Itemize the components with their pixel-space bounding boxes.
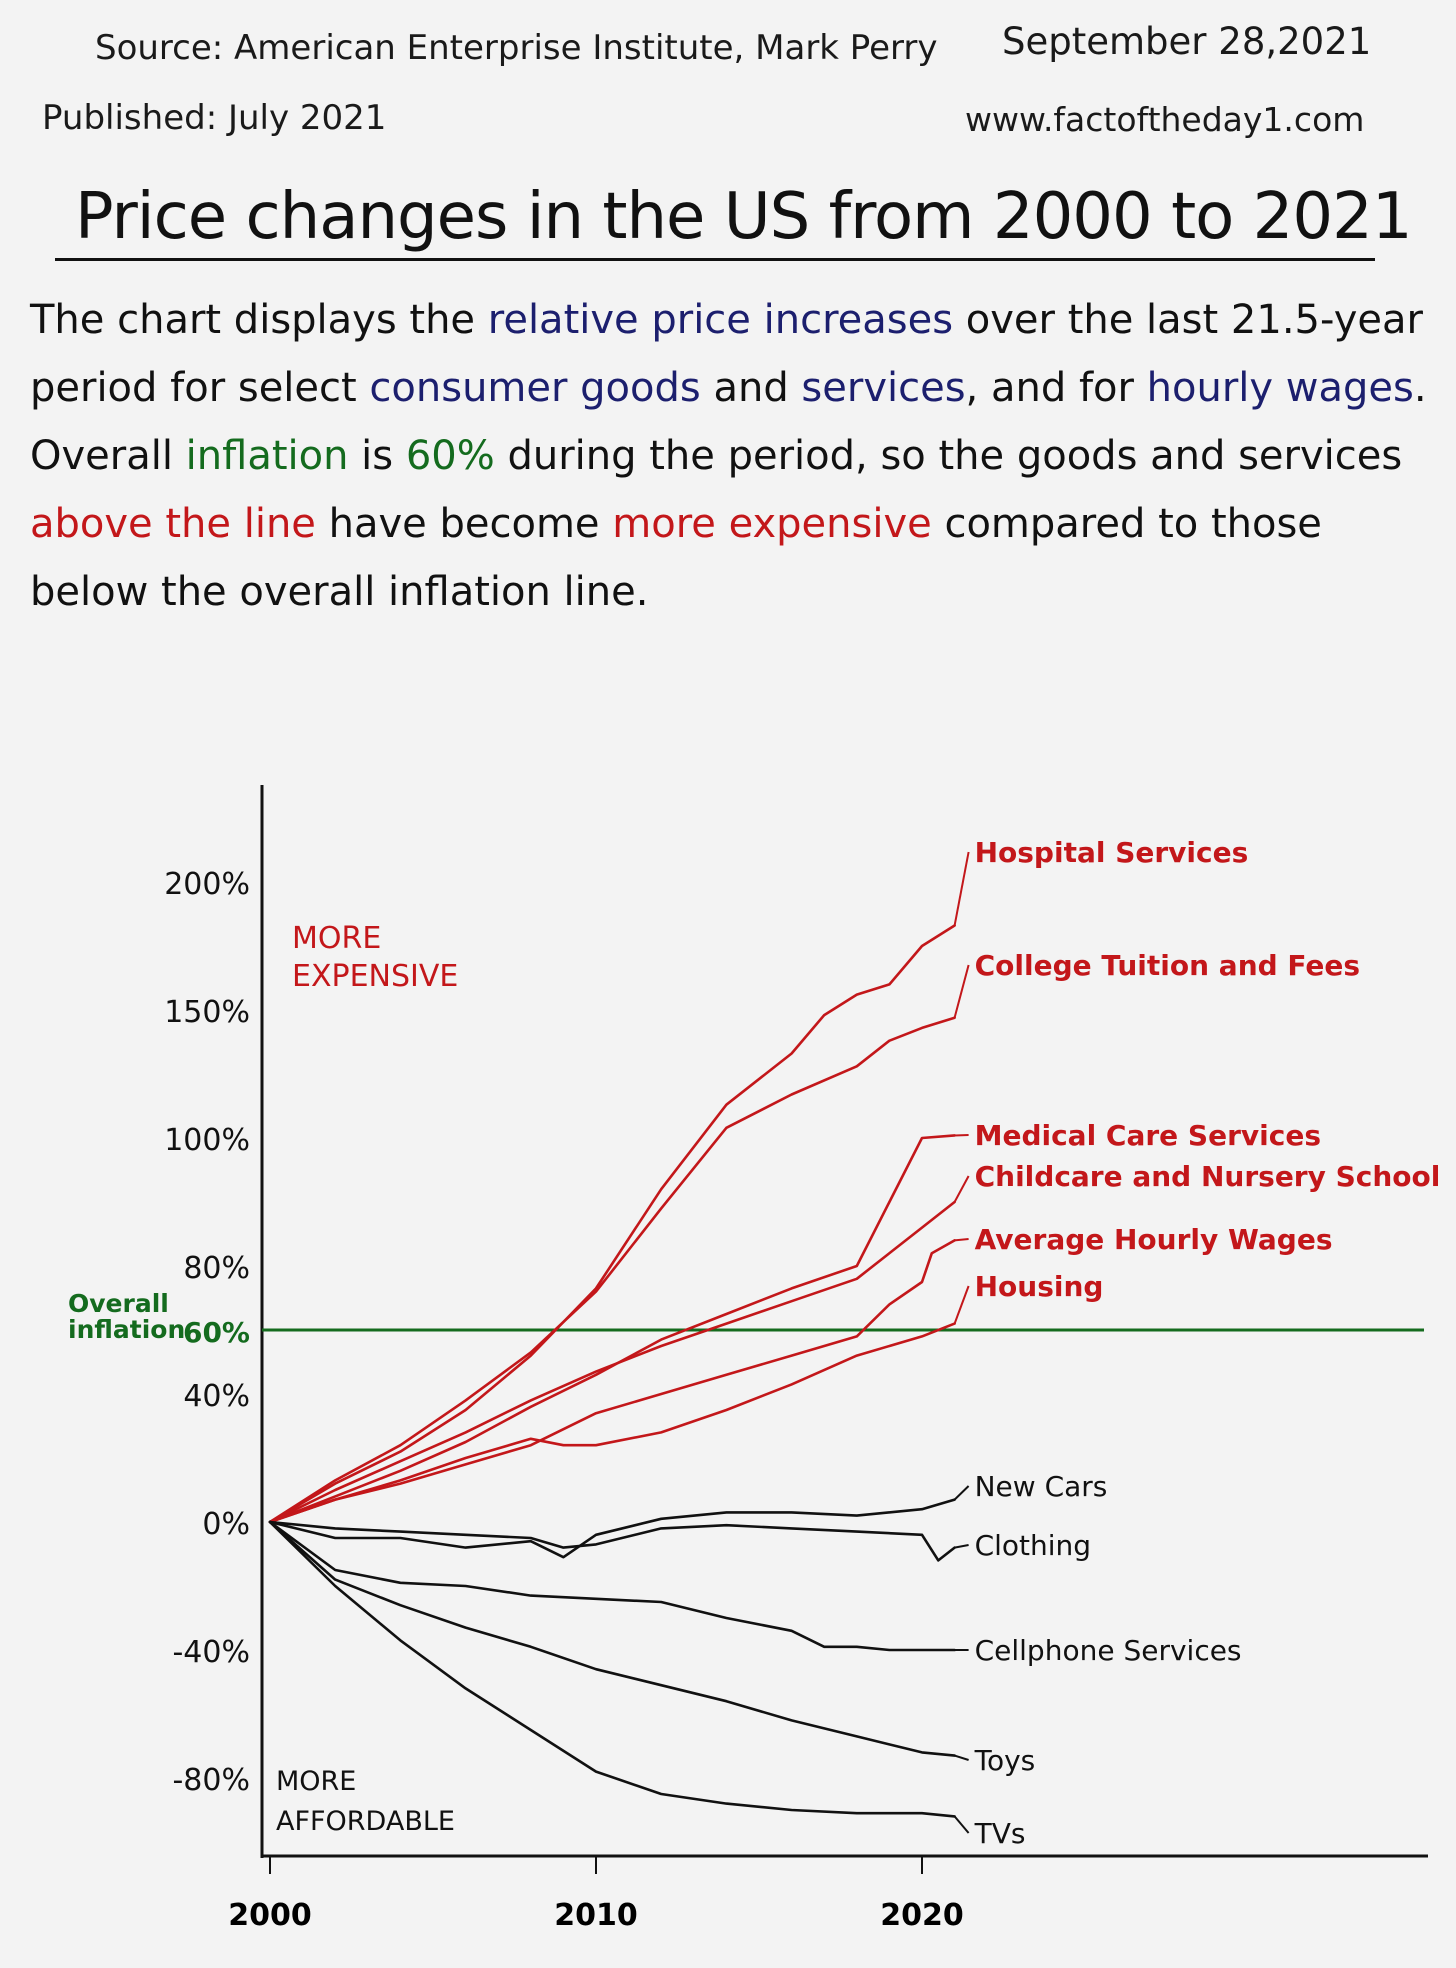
series-label: Toys	[974, 1744, 1036, 1777]
x-tick-label: 2020	[880, 1898, 964, 1933]
series-line	[268, 1322, 956, 1524]
series-line	[268, 1134, 956, 1524]
more-affordable-line1: MORE	[276, 1766, 356, 1797]
website-text: www.factoftheday1.com	[965, 100, 1365, 139]
series-label-connector	[953, 1815, 970, 1834]
inflation-label-line1: Overall	[68, 1289, 169, 1318]
inflation-label-line2: inflation	[68, 1315, 185, 1344]
more-affordable-line2: AFFORDABLE	[276, 1806, 455, 1837]
series-line	[268, 1520, 956, 1562]
series-label-connector	[953, 1485, 970, 1501]
series-line	[268, 924, 956, 1524]
description: The chart displays the relative price in…	[30, 297, 1427, 615]
x-tick-label: 2010	[554, 1898, 638, 1933]
series-label: New Cars	[975, 1470, 1108, 1503]
y-tick-label: 60%	[183, 1316, 250, 1349]
series-label: Medical Care Services	[975, 1119, 1321, 1152]
series-line	[268, 1520, 956, 1652]
y-tick-label: 150%	[164, 995, 250, 1030]
published-text: Published: July 2021	[42, 98, 387, 138]
y-tick-label: 40%	[183, 1379, 250, 1414]
series-label-connector	[954, 1238, 969, 1242]
y-tick-label: 100%	[164, 1123, 250, 1158]
source-text: Source: American Enterprise Institute, M…	[95, 28, 938, 68]
series-label-connector	[954, 1754, 969, 1761]
y-tick-label: -40%	[172, 1635, 250, 1670]
series-line	[268, 1498, 956, 1559]
series-line	[268, 1520, 956, 1757]
series-label: Hospital Services	[975, 836, 1249, 869]
series-label: College Tuition and Fees	[975, 949, 1360, 982]
more-expensive-line1: MORE	[292, 921, 381, 956]
series-label: Childcare and Nursery School	[975, 1160, 1441, 1193]
series-line	[268, 1239, 956, 1524]
page-title: Price changes in the US from 2000 to 202…	[75, 180, 1413, 254]
series-line	[268, 1200, 956, 1524]
series-label: Cellphone Services	[975, 1634, 1242, 1667]
more-expensive-line2: EXPENSIVE	[292, 959, 458, 994]
series-label: Average Hourly Wages	[975, 1223, 1333, 1256]
y-tick-label: 80%	[183, 1251, 250, 1286]
y-tick-label: 200%	[164, 867, 250, 902]
series-label: Clothing	[975, 1529, 1091, 1562]
series-line	[268, 1016, 956, 1524]
series-label-connector	[954, 1544, 969, 1549]
series-line	[268, 1520, 956, 1818]
y-tick-label: -80%	[172, 1763, 250, 1798]
series-label-connector	[953, 851, 970, 926]
series-label-connector	[953, 1175, 970, 1203]
series-label: TVs	[974, 1817, 1026, 1850]
series-label-connector	[953, 964, 970, 1018]
y-tick-label: 0%	[202, 1507, 250, 1542]
series-label-connector	[953, 1285, 970, 1324]
x-tick-label: 2000	[228, 1898, 312, 1933]
date-text: September 28,2021	[1002, 20, 1372, 63]
title-block: Price changes in the US from 2000 to 202…	[55, 180, 1413, 261]
series-label: Housing	[975, 1270, 1104, 1303]
